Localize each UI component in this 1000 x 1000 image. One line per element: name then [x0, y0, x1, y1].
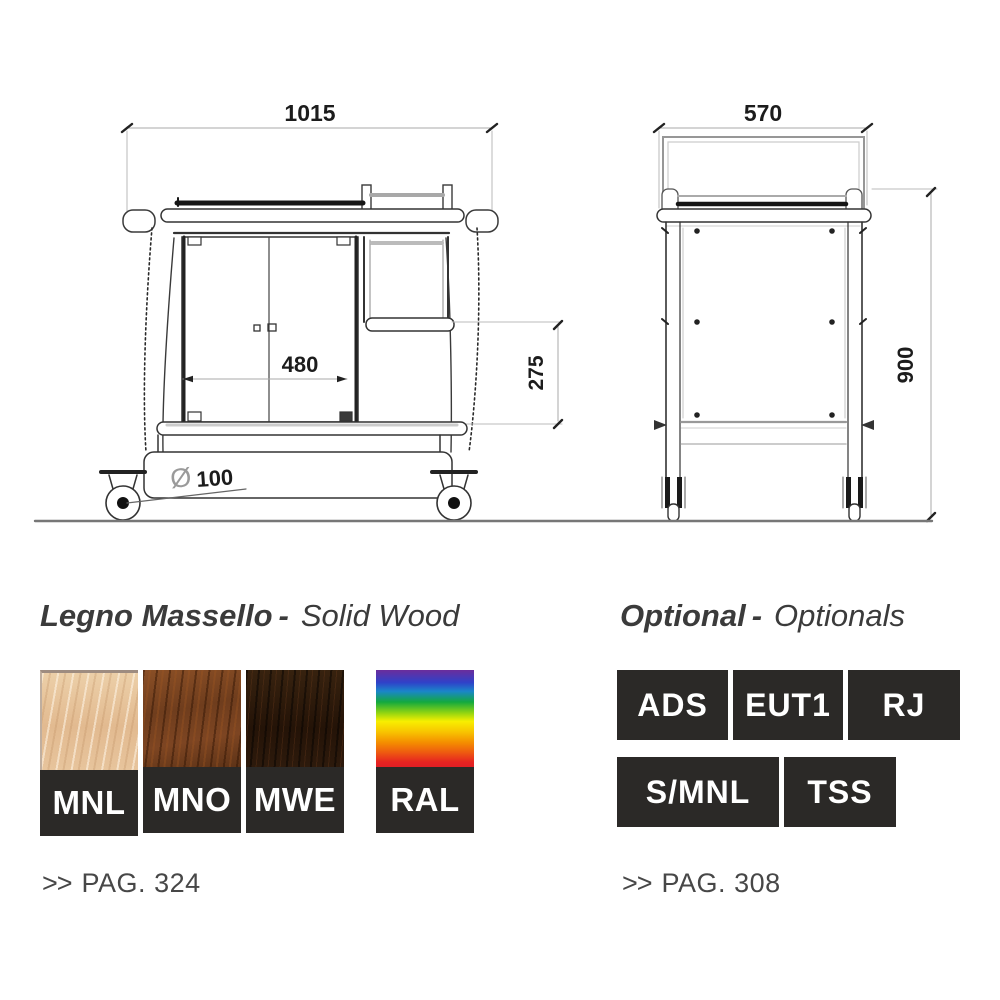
dim-label-480: 480 — [282, 352, 319, 377]
optionals-heading-separator: - — [751, 598, 763, 633]
page-ref-arrow-icon: >> — [42, 868, 73, 898]
trolley-side-view: 1015 — [99, 100, 564, 521]
option-tss: TSS — [784, 757, 896, 827]
dimension-doors-480: 480 — [182, 352, 348, 383]
diameter-symbol: Ø — [169, 462, 193, 494]
materials-heading: Legno Massello - Solid Wood — [40, 598, 600, 634]
cabinet-doors — [172, 231, 451, 424]
trolley-front-view: 570 — [652, 100, 938, 523]
option-ads: ADS — [617, 670, 728, 740]
swatch-ral: RAL — [376, 670, 474, 836]
optionals-heading-secondary: Optionals — [774, 598, 906, 633]
optionals-row-1: ADS EUT1 RJ — [617, 670, 960, 740]
page-ref-arrow-icon: >> — [622, 868, 653, 898]
dimension-height-900: 900 — [871, 186, 938, 523]
materials-page-ref: >> PAG. 324 — [42, 868, 201, 899]
bottom-shelf — [156, 421, 468, 436]
optionals-page-ref: >> PAG. 308 — [622, 868, 781, 899]
option-eut1: EUT1 — [733, 670, 843, 740]
front-legs — [661, 221, 867, 478]
front-gallery — [662, 136, 865, 209]
materials-page-ref-label: PAG. 324 — [81, 868, 201, 898]
front-tray — [656, 188, 872, 223]
optionals-page-ref-label: PAG. 308 — [661, 868, 781, 898]
materials-heading-separator: - — [278, 598, 289, 633]
swatch-mnl-texture — [40, 670, 138, 770]
swatch-mwe-code: MWE — [246, 767, 344, 833]
swatch-mno-code: MNO — [143, 767, 241, 833]
dim-label-570: 570 — [744, 100, 782, 126]
open-compartment — [363, 236, 455, 332]
screw-dots — [694, 228, 835, 418]
optionals-heading-primary: Optional — [620, 598, 746, 633]
technical-drawing: 1015 — [33, 100, 938, 523]
dim-label-100: 100 — [196, 464, 234, 492]
swatch-mwe: MWE — [246, 670, 344, 836]
dimension-compartment-275: 275 — [447, 319, 564, 430]
top-tray — [122, 184, 499, 233]
caster-left — [99, 470, 147, 521]
dimension-wheel-100: Ø 100 — [126, 462, 247, 504]
front-lower-shelf — [654, 420, 874, 445]
optionals-grid: ADS EUT1 RJ S/MNL TSS — [617, 670, 960, 844]
dimension-width-1015: 1015 — [120, 100, 499, 213]
door-handle-right — [267, 323, 277, 332]
dim-label-275: 275 — [525, 355, 548, 390]
swatch-ral-gradient — [376, 670, 474, 767]
dimension-depth-570: 570 — [652, 100, 874, 209]
swatch-mnl: MNL — [40, 670, 138, 836]
front-caster-right — [842, 476, 867, 522]
optionals-row-2: S/MNL TSS — [617, 757, 960, 827]
base-frame — [143, 434, 453, 499]
wood-swatch-row: MNL MNO MWE RAL — [40, 670, 474, 836]
front-caster-left — [661, 476, 686, 522]
optionals-section: Optional - Optionals ADS EUT1 RJ S/MNL TSS… — [617, 598, 982, 898]
swatch-mnl-code: MNL — [40, 770, 138, 836]
materials-heading-secondary: Solid Wood — [300, 598, 460, 633]
swatch-mwe-texture — [246, 670, 344, 767]
swatch-mno-texture — [143, 670, 241, 767]
materials-heading-primary: Legno Massello — [40, 598, 273, 633]
option-rj: RJ — [848, 670, 960, 740]
option-s-mnl: S/MNL — [617, 757, 779, 827]
optionals-heading: Optional - Optionals — [620, 598, 982, 634]
dim-label-1015: 1015 — [284, 100, 335, 126]
dim-label-900: 900 — [893, 347, 918, 384]
door-handle-left — [253, 324, 261, 332]
materials-section: Legno Massello - Solid Wood MNL MNO MWE RA… — [40, 598, 600, 898]
swatch-mno: MNO — [143, 670, 241, 836]
swatch-ral-code: RAL — [376, 767, 474, 833]
